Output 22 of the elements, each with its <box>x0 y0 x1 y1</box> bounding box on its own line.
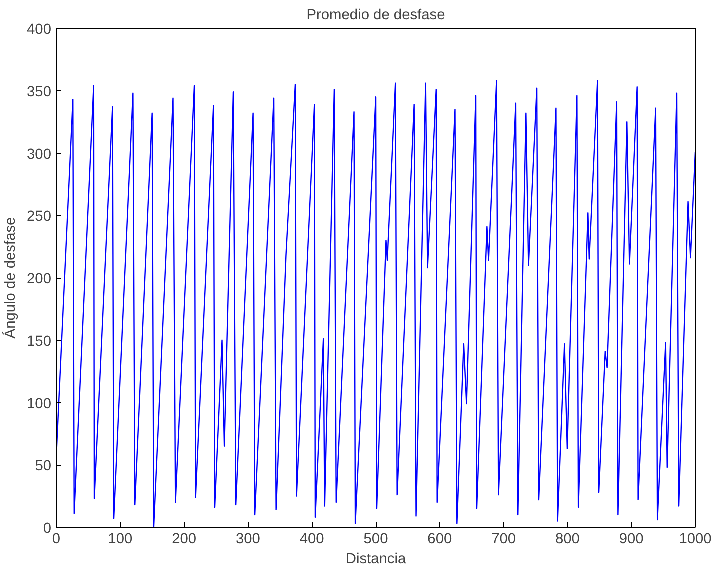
y-tick-label: 100 <box>27 396 52 412</box>
x-tick-label: 800 <box>555 532 580 548</box>
x-tick-label: 500 <box>364 532 388 548</box>
x-tick-label: 1000 <box>679 532 712 548</box>
x-tick-label: 300 <box>236 532 260 548</box>
y-tick-label: 50 <box>35 458 52 475</box>
x-tick-label: 100 <box>108 532 133 548</box>
y-tick-label: 250 <box>27 209 52 226</box>
y-tick-label: 400 <box>27 22 52 38</box>
x-tick-label: 900 <box>619 532 644 548</box>
y-tick-label: 300 <box>27 146 52 163</box>
x-tick-label: 600 <box>428 532 452 548</box>
x-axis-title: Distancia <box>346 552 407 568</box>
y-tick-label: 150 <box>27 334 52 350</box>
y-tick-label: 200 <box>27 272 52 288</box>
y-axis-title: Ángulo de desfase <box>2 217 20 339</box>
x-tick-label: 200 <box>172 532 197 548</box>
x-tick-label: 700 <box>492 532 516 548</box>
x-tick-label: 400 <box>300 532 324 548</box>
y-tick-label: 0 <box>43 521 52 537</box>
chart-title: Promedio de desfase <box>306 8 446 24</box>
y-tick-label: 350 <box>27 84 52 100</box>
